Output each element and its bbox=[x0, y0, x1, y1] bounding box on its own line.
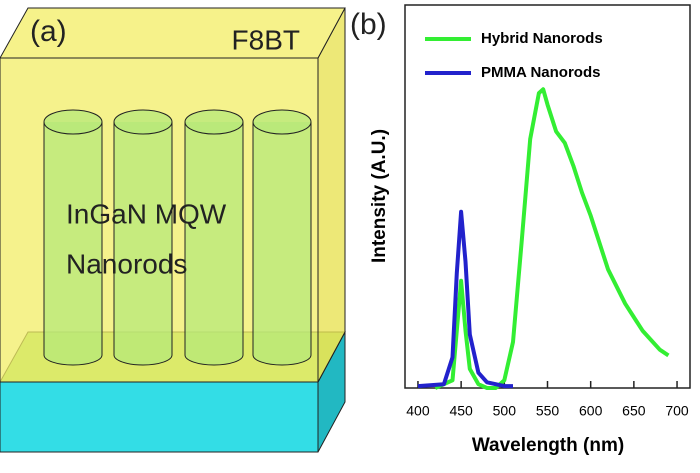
rod bbox=[43, 122, 103, 366]
x-tick-label: 650 bbox=[622, 403, 646, 419]
rod-top bbox=[43, 109, 103, 135]
rods-label: InGaN MQW bbox=[66, 198, 227, 229]
rod-top bbox=[184, 109, 244, 135]
panel-label: (b) bbox=[350, 8, 387, 41]
legend-label: Hybrid Nanorods bbox=[481, 30, 603, 47]
x-tick-label: 550 bbox=[536, 403, 560, 419]
layer-top bbox=[0, 7, 346, 59]
rod bbox=[113, 122, 173, 366]
rod bbox=[252, 122, 312, 366]
layer-label: F8BT bbox=[232, 24, 300, 55]
x-tick-label: 400 bbox=[406, 403, 430, 419]
rod-top bbox=[252, 109, 312, 135]
rod-top bbox=[113, 109, 173, 135]
x-axis-title: Wavelength (nm) bbox=[472, 435, 624, 456]
x-tick-label: 700 bbox=[665, 403, 689, 419]
rods-label: Nanorods bbox=[66, 248, 187, 279]
rods bbox=[43, 109, 312, 366]
substrate-front bbox=[0, 381, 319, 453]
x-tick-label: 450 bbox=[449, 403, 473, 419]
panel-label: (a) bbox=[30, 15, 67, 48]
rod bbox=[184, 122, 244, 366]
series-line bbox=[417, 209, 513, 389]
plot-frame bbox=[404, 4, 691, 389]
legend-label: PMMA Nanorods bbox=[481, 64, 600, 81]
series-line bbox=[434, 87, 670, 390]
x-tick-label: 600 bbox=[579, 403, 603, 419]
layer-side bbox=[317, 7, 346, 383]
x-tick-label: 500 bbox=[493, 403, 517, 419]
schematic bbox=[0, 7, 346, 453]
y-axis-title: Intensity (A.U.) bbox=[369, 129, 390, 263]
